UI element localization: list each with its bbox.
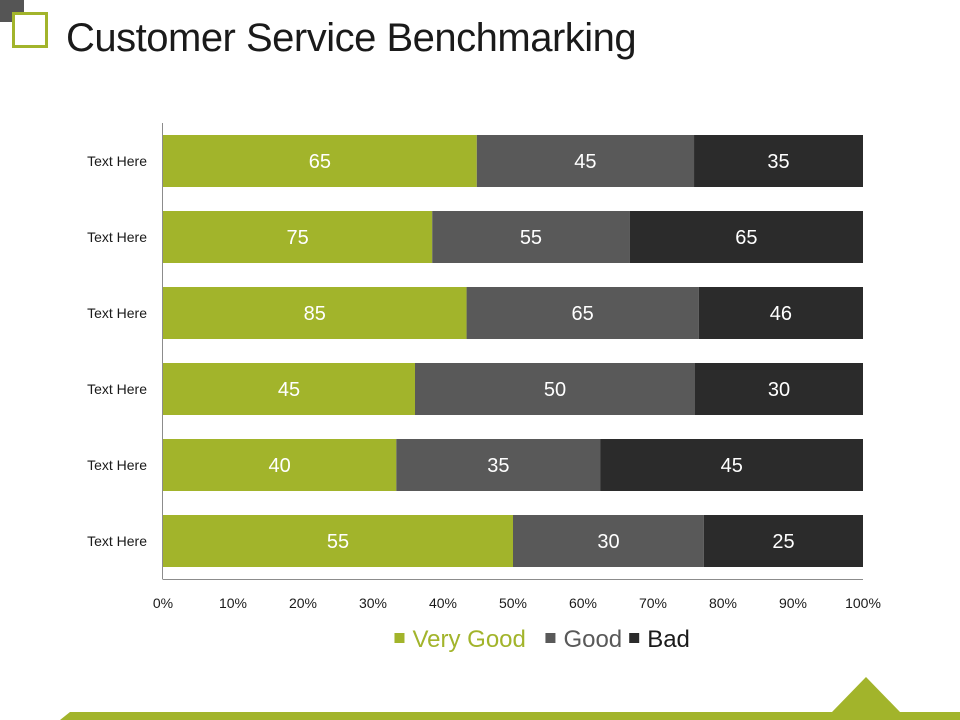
bar-good — [476, 135, 695, 187]
legend-swatch — [394, 633, 405, 643]
category-label: Text Here — [87, 381, 147, 397]
bar-bad — [703, 515, 863, 567]
data-label: 45 — [278, 379, 300, 401]
category-label: Text Here — [87, 229, 147, 245]
bar-bad — [629, 211, 863, 263]
bottom-accent-strip — [60, 712, 960, 720]
x-tick-label: 30% — [359, 595, 387, 611]
category-label: Text Here — [87, 153, 147, 169]
bar-very-good — [163, 287, 467, 339]
data-label: 65 — [309, 151, 331, 173]
x-tick-label: 20% — [289, 595, 317, 611]
legend-label: Good — [563, 626, 622, 653]
data-label: 46 — [770, 303, 792, 325]
x-tick-label: 40% — [429, 595, 457, 611]
bar-very-good — [163, 515, 513, 567]
bar-good — [466, 287, 699, 339]
legend-label: Very Good — [412, 626, 525, 653]
legend-swatch — [545, 633, 556, 643]
data-label: 45 — [721, 455, 743, 477]
data-label: 65 — [735, 227, 757, 249]
bar-very-good — [163, 363, 415, 415]
data-label: 75 — [286, 227, 308, 249]
bar-bad — [600, 439, 863, 491]
category-label: Text Here — [87, 457, 147, 473]
bar-good — [432, 211, 630, 263]
legend-label: Bad — [647, 626, 690, 653]
data-label: 50 — [544, 379, 566, 401]
data-label: 55 — [520, 227, 542, 249]
x-tick-label: 10% — [219, 595, 247, 611]
x-tick-label: 70% — [639, 595, 667, 611]
bar-good — [513, 515, 704, 567]
x-tick-label: 0% — [153, 595, 173, 611]
data-label: 25 — [772, 531, 794, 553]
data-label: 30 — [597, 531, 619, 553]
data-label: 65 — [572, 303, 594, 325]
data-label: 45 — [574, 151, 596, 173]
data-label: 85 — [304, 303, 326, 325]
data-label: 40 — [269, 455, 291, 477]
bar-very-good — [163, 439, 397, 491]
x-tick-label: 80% — [709, 595, 737, 611]
bar-bad — [695, 363, 863, 415]
bar-very-good — [163, 135, 477, 187]
bar-very-good — [163, 211, 433, 263]
bar-bad — [694, 135, 863, 187]
bar-bad — [698, 287, 863, 339]
slide-title: Customer Service Benchmarking — [66, 16, 637, 60]
bar-good — [396, 439, 601, 491]
category-label: Text Here — [87, 533, 147, 549]
category-label: Text Here — [87, 305, 147, 321]
bottom-accent-triangle — [832, 677, 900, 712]
x-tick-label: 50% — [499, 595, 527, 611]
data-label: 55 — [327, 531, 349, 553]
legend-swatch — [629, 633, 640, 643]
corner-outline-square — [12, 12, 48, 48]
bar-good — [415, 363, 695, 415]
x-tick-label: 60% — [569, 595, 597, 611]
x-tick-label: 100% — [845, 595, 881, 611]
data-label: 30 — [768, 379, 790, 401]
x-tick-label: 90% — [779, 595, 807, 611]
data-label: 35 — [767, 151, 789, 173]
data-label: 35 — [487, 455, 509, 477]
